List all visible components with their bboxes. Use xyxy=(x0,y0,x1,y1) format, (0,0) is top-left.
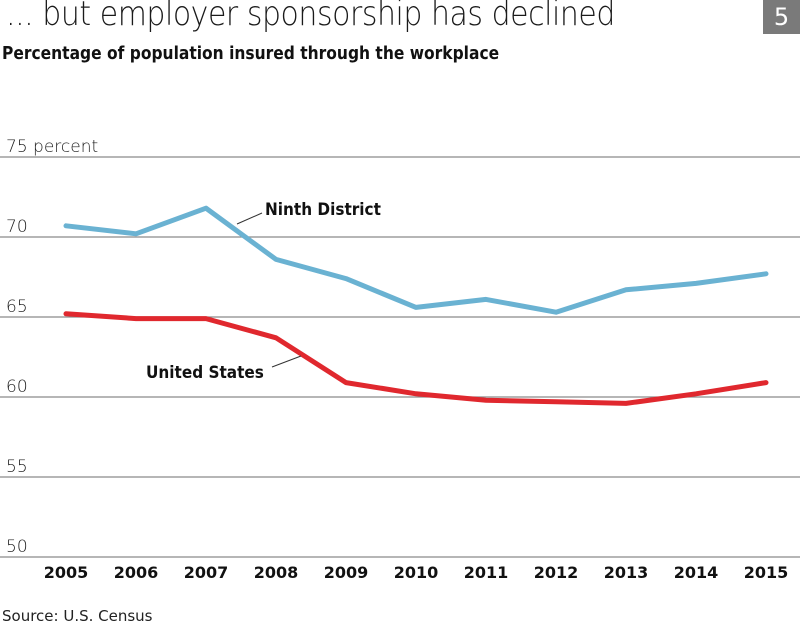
x-tick-label: 2006 xyxy=(114,563,159,582)
x-tick-label: 2011 xyxy=(464,563,509,582)
x-tick-label: 2015 xyxy=(744,563,789,582)
series-labels: Ninth District United States xyxy=(146,199,381,382)
chart-title: ... but employer sponsorship has decline… xyxy=(6,0,615,34)
y-tick-label: 65 xyxy=(6,297,28,317)
y-tick-label: 75 percent xyxy=(6,137,98,157)
gridlines xyxy=(0,156,800,558)
series-lines xyxy=(63,205,769,406)
y-tick-label: 55 xyxy=(6,457,28,477)
x-tick-label: 2012 xyxy=(534,563,579,582)
figure-number-badge: 5 xyxy=(763,0,800,34)
x-tick-label: 2014 xyxy=(674,563,719,582)
series-line-ninth-district xyxy=(63,205,769,315)
series-line-united-states xyxy=(63,311,769,406)
y-tick-label: 50 xyxy=(6,537,28,557)
source-note: Source: U.S. Census xyxy=(2,607,153,625)
series-label-united-states: United States xyxy=(146,362,264,382)
x-axis-ticks: 2005 2006 2007 2008 2009 2010 2011 2012 2013 2014… xyxy=(44,563,789,582)
x-tick-label: 2005 xyxy=(44,563,89,582)
leader-line-united-states xyxy=(271,355,302,368)
x-tick-label: 2007 xyxy=(184,563,229,582)
y-axis-ticks: 50 55 60 65 70 75 percent xyxy=(6,137,98,557)
x-tick-label: 2013 xyxy=(604,563,649,582)
x-tick-label: 2010 xyxy=(394,563,439,582)
y-tick-label: 60 xyxy=(6,377,28,397)
y-tick-label: 70 xyxy=(6,217,28,237)
series-label-ninth-district: Ninth District xyxy=(265,199,381,219)
x-tick-label: 2008 xyxy=(254,563,299,582)
chart-subtitle: Percentage of population insured through… xyxy=(2,43,500,64)
x-tick-label: 2009 xyxy=(324,563,369,582)
leader-line-ninth-district xyxy=(236,212,263,225)
